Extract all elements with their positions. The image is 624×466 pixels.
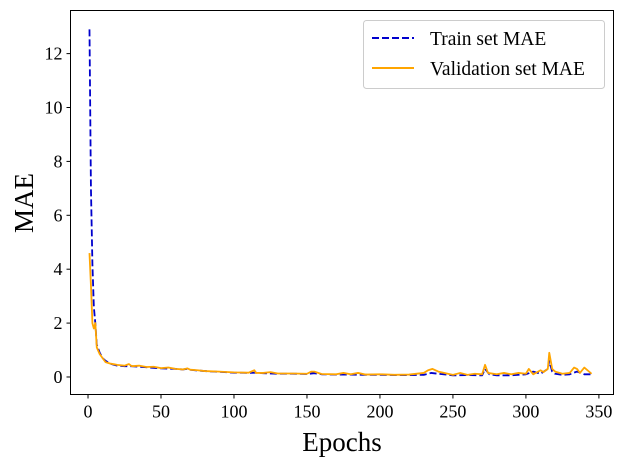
x-tick-label: 50 [152,402,170,422]
legend: Train set MAE Validation set MAE [363,20,605,89]
x-tick-label: 300 [512,402,539,422]
legend-box [363,20,605,89]
y-tick-label: 2 [54,313,63,333]
y-tick-label: 4 [54,259,63,279]
legend-label-train: Train set MAE [430,29,546,50]
y-tick-label: 6 [54,205,63,225]
x-tick-label: 0 [84,402,93,422]
x-tick-label: 350 [585,402,612,422]
y-tick-label: 0 [54,367,63,387]
x-tick-label: 250 [439,402,466,422]
x-axis-label: Epochs [302,427,381,457]
y-axis-ticks: 0 2 4 6 8 10 12 [45,44,71,387]
series-layer [88,29,593,377]
x-tick-label: 200 [366,402,393,422]
y-tick-label: 12 [45,44,63,64]
series-line-validation [88,252,593,376]
y-tick-label: 8 [54,151,63,171]
x-tick-label: 100 [220,402,247,422]
plot-area-frame [70,10,614,395]
y-tick-label: 10 [45,98,63,118]
legend-label-validation: Validation set MAE [430,59,585,80]
x-tick-label: 150 [293,402,320,422]
x-axis-ticks: 0 50 100 150 200 250 300 350 [84,394,612,422]
y-axis-label: MAE [9,173,39,233]
